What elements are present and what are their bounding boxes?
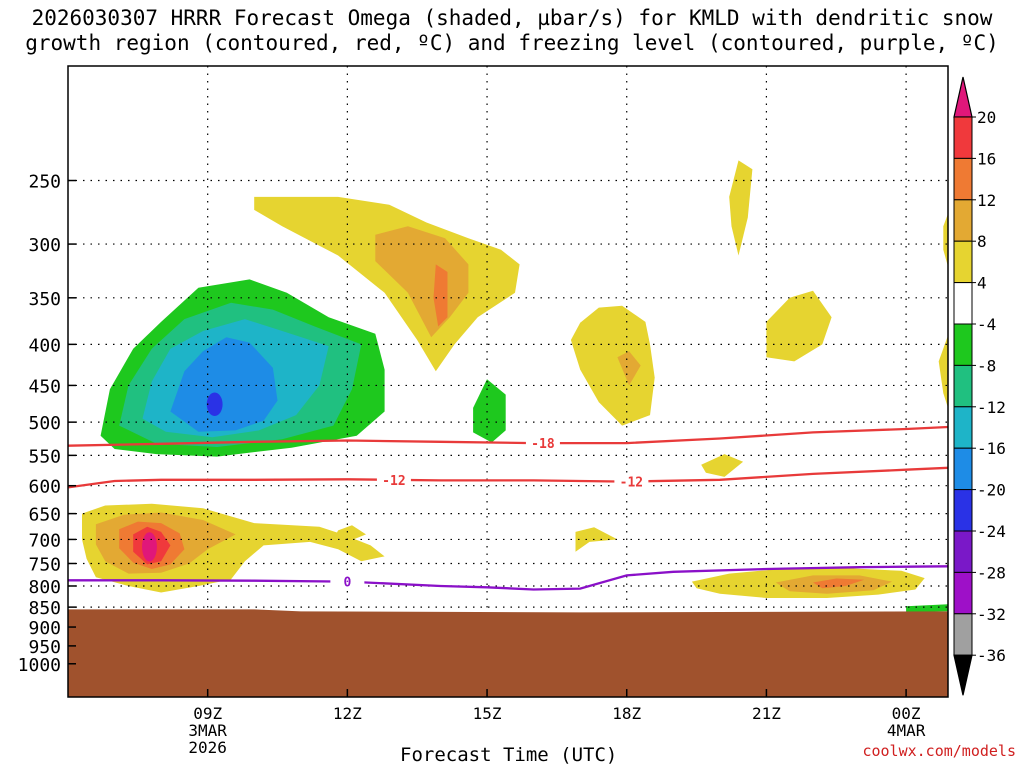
contour-label-minus12-b-bg (614, 473, 649, 489)
y-tick-label-800: 800 (28, 577, 61, 598)
omega-mid-subsidence-8 (617, 351, 641, 386)
colorbar-label-12: -32 (977, 605, 1006, 624)
y-axis: 2503003504004505005506006507007508008509… (18, 172, 76, 676)
colorbar-bin-5 (953, 282, 973, 325)
temperature-contours: -18 -12 -12 0 (68, 425, 948, 591)
omega-low-subsidence-20 (142, 532, 157, 562)
colorbar-label-7: -12 (977, 398, 1006, 417)
omega-edge-patch-2 (938, 335, 948, 408)
x-tick-date-00Z: 4MAR (887, 721, 926, 740)
colorbar-bin-4 (953, 240, 973, 284)
x-tick-label-09Z: 09Z (193, 704, 222, 723)
freezing-level-label-bg (330, 573, 365, 589)
y-tick-label-850: 850 (28, 598, 61, 619)
colorbar-bin-11 (953, 530, 973, 573)
omega-shading (82, 160, 948, 612)
y-tick-label-650: 650 (28, 505, 61, 526)
grid-lines (68, 66, 948, 697)
colorbar-label-11: -28 (977, 563, 1006, 582)
contour--12 (68, 466, 948, 489)
y-tick-label-950: 950 (28, 637, 61, 658)
y-tick-label-450: 450 (28, 376, 61, 397)
colorbar-label-4: 4 (977, 274, 987, 293)
y-tick-label-300: 300 (28, 235, 61, 256)
y-tick-label-1000: 1000 (18, 655, 61, 676)
omega-patch-right (766, 290, 832, 362)
colorbar-bin-1 (953, 116, 973, 159)
x-tick-label-12Z: 12Z (333, 704, 362, 723)
x-tick-label-21Z: 21Z (752, 704, 781, 723)
title-line-2: growth region (contoured, red, ºC) and f… (25, 31, 999, 55)
plot-border (67, 65, 949, 698)
colorbar-label-3: 8 (977, 232, 987, 251)
x-tick-label-00Z: 00Z (892, 704, 921, 723)
y-tick-label-350: 350 (28, 289, 61, 310)
contour-label-minus18: -18 (531, 437, 555, 452)
colorbar-bin-7 (953, 364, 973, 408)
terrain-fill (68, 609, 948, 697)
colorbar-bin-10 (953, 489, 973, 532)
omega-edge-patch-1 (943, 213, 948, 267)
omega-surface-ascent (906, 604, 948, 612)
contour-label-minus18-bg (525, 435, 560, 451)
colorbar-label-0: 20 (977, 108, 996, 127)
x-tick-label-15Z: 15Z (473, 704, 502, 723)
y-tick-label-900: 900 (28, 618, 61, 639)
y-tick-label-550: 550 (28, 446, 61, 467)
terrain-mask (68, 609, 948, 697)
omega-patch-upper-right (729, 160, 753, 256)
x-tick-year-09Z: 2026 (188, 738, 227, 757)
colorbar-label-10: -24 (977, 522, 1006, 541)
y-tick-label-400: 400 (28, 335, 61, 356)
colorbar-label-5: -4 (977, 315, 996, 334)
x-tick-date-09Z: 3MAR (188, 721, 227, 740)
colorbar-bin-2 (953, 157, 973, 201)
contour-label-minus12-b: -12 (620, 476, 643, 491)
colorbar-label-6: -8 (977, 356, 996, 375)
credit-link[interactable]: coolwx.com/models (862, 742, 1016, 760)
colorbar-label-9: -20 (977, 481, 1006, 500)
colorbar-label-1: 16 (977, 149, 996, 168)
x-axis-title: Forecast Time (UTC) (400, 744, 618, 766)
colorbar-label-2: 12 (977, 191, 996, 210)
y-tick-label-500: 500 (28, 413, 61, 434)
colorbar: 20 16 12 8 4 -4 -8 -12 -16 -20 -24 -28 -32 -36 (953, 76, 1006, 696)
colorbar-bin-12 (953, 571, 973, 615)
omega-region-minus16 (170, 337, 278, 432)
freezing-level-contour (68, 565, 948, 591)
x-tick-label-18Z: 18Z (612, 704, 641, 723)
omega-upper-subsidence-12 (433, 264, 448, 327)
colorbar-bin-9 (953, 447, 973, 491)
omega-upper-subsidence-4 (254, 196, 520, 372)
colorbar-bin-8 (953, 406, 973, 449)
plot-frame (67, 65, 949, 698)
colorbar-label-8: -16 (977, 439, 1006, 458)
title-line-1: 2026030307 HRRR Forecast Omega (shaded, … (31, 6, 993, 30)
y-tick-label-600: 600 (28, 477, 61, 498)
colorbar-bottom-arrow (953, 654, 973, 696)
omega-mid-subsidence-4 (570, 305, 655, 426)
omega-region-minus20 (206, 392, 223, 417)
omega-patch-680 (333, 525, 366, 542)
y-tick-label-700: 700 (28, 530, 61, 551)
colorbar-label-13: -36 (977, 646, 1006, 665)
colorbar-bin-13 (953, 613, 973, 656)
colorbar-bin-3 (953, 199, 973, 242)
colorbar-bin-6 (953, 323, 973, 366)
omega-isolated-ascent (473, 379, 506, 443)
contour-label-minus12-a-bg (376, 471, 411, 487)
omega-small-patch-700 (575, 527, 618, 552)
y-tick-label-250: 250 (28, 172, 61, 193)
chart-title: 2026030307 HRRR Forecast Omega (shaded, … (0, 6, 1024, 56)
contour-label-minus12-a: -12 (382, 474, 405, 489)
omega-small-patch-560 (701, 454, 744, 477)
freezing-level-label: 0 (343, 576, 351, 591)
y-tick-label-750: 750 (28, 554, 61, 575)
colorbar-top-arrow (953, 76, 973, 118)
